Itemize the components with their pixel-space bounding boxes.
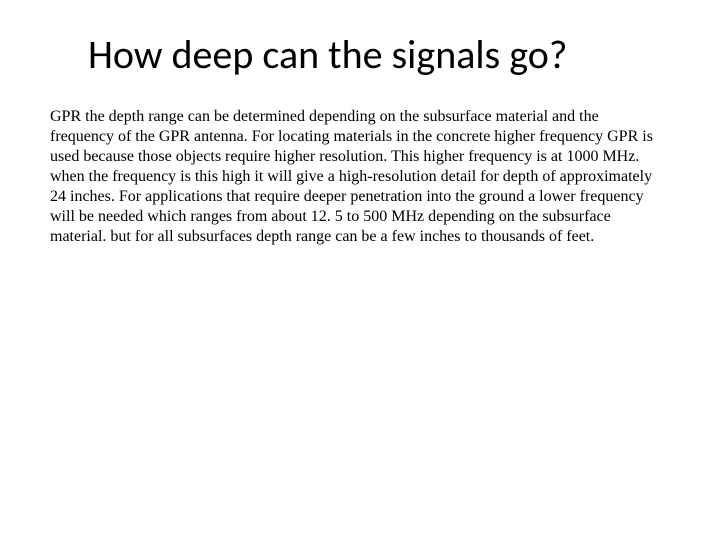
slide-body-text: GPR the depth range can be determined de… [50, 107, 670, 247]
slide-title: How deep can the signals go? [88, 30, 670, 79]
